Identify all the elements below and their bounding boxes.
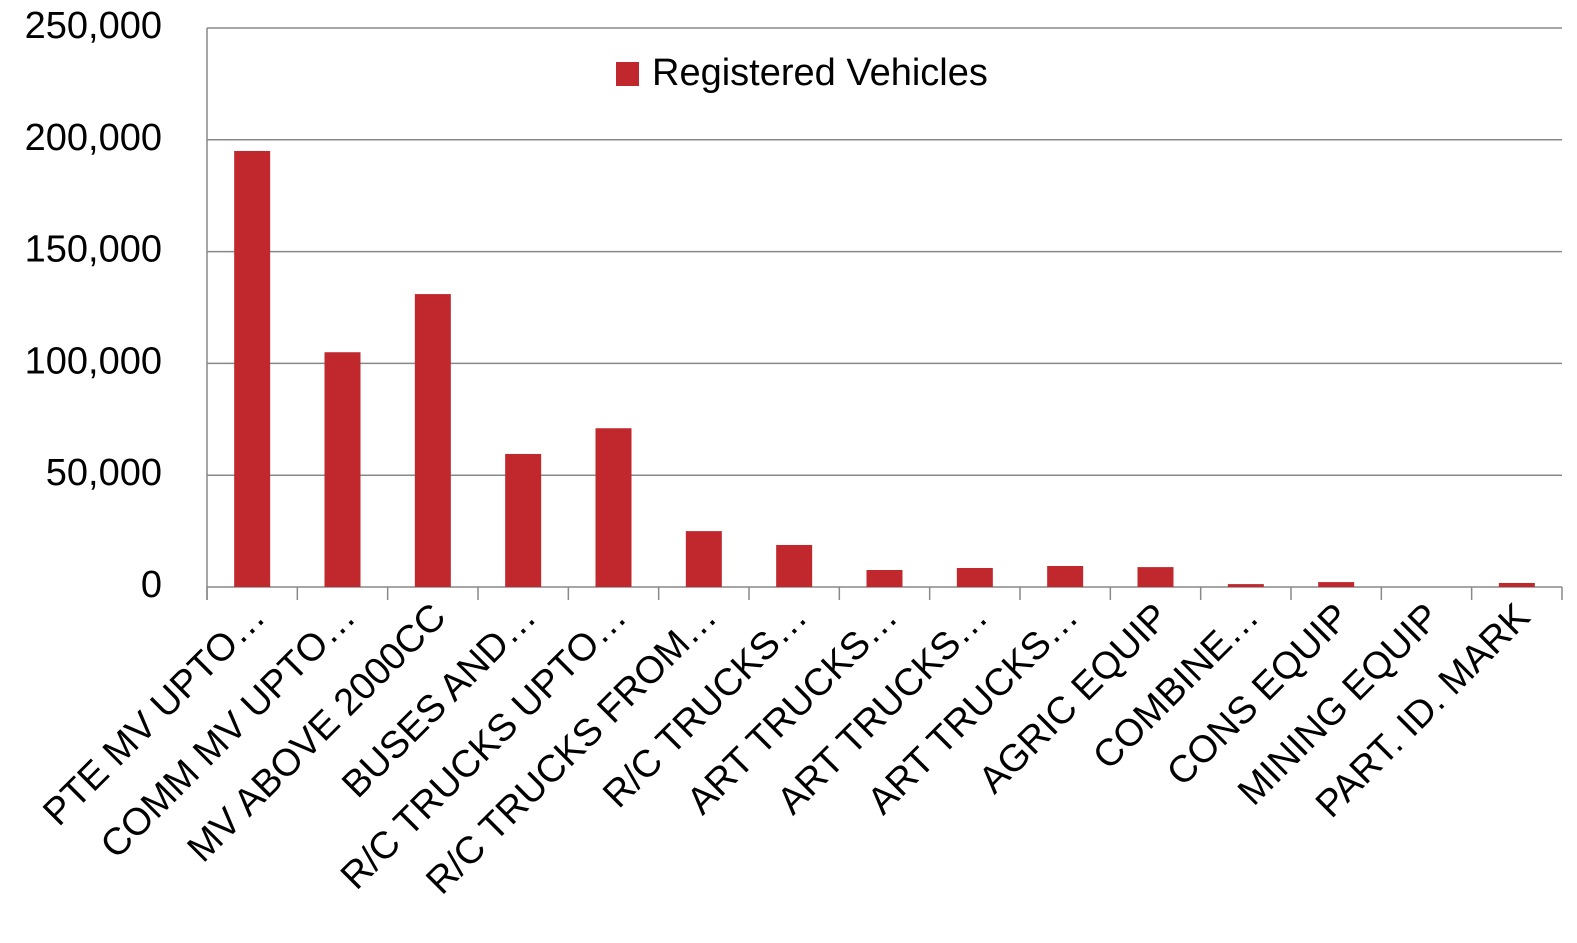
y-tick-label: 0 bbox=[141, 564, 162, 606]
bar bbox=[866, 570, 903, 587]
bar bbox=[776, 544, 813, 587]
y-tick-label: 50,000 bbox=[46, 452, 162, 494]
legend-swatch bbox=[616, 62, 639, 86]
bar bbox=[1227, 584, 1264, 587]
bar bbox=[956, 567, 993, 587]
bar bbox=[414, 294, 451, 587]
y-tick-label: 150,000 bbox=[25, 229, 162, 271]
y-tick-label: 200,000 bbox=[25, 117, 162, 159]
y-tick-label: 250,000 bbox=[25, 5, 162, 47]
bar bbox=[1498, 582, 1535, 587]
bar bbox=[505, 453, 542, 587]
legend-label: Registered Vehicles bbox=[652, 52, 988, 94]
bar bbox=[595, 428, 632, 587]
bar bbox=[685, 531, 722, 587]
bar bbox=[1318, 582, 1355, 587]
bar bbox=[1137, 567, 1174, 587]
y-tick-label: 100,000 bbox=[25, 340, 162, 382]
bar bbox=[234, 150, 271, 588]
bar bbox=[1047, 565, 1084, 587]
bar bbox=[324, 352, 361, 587]
